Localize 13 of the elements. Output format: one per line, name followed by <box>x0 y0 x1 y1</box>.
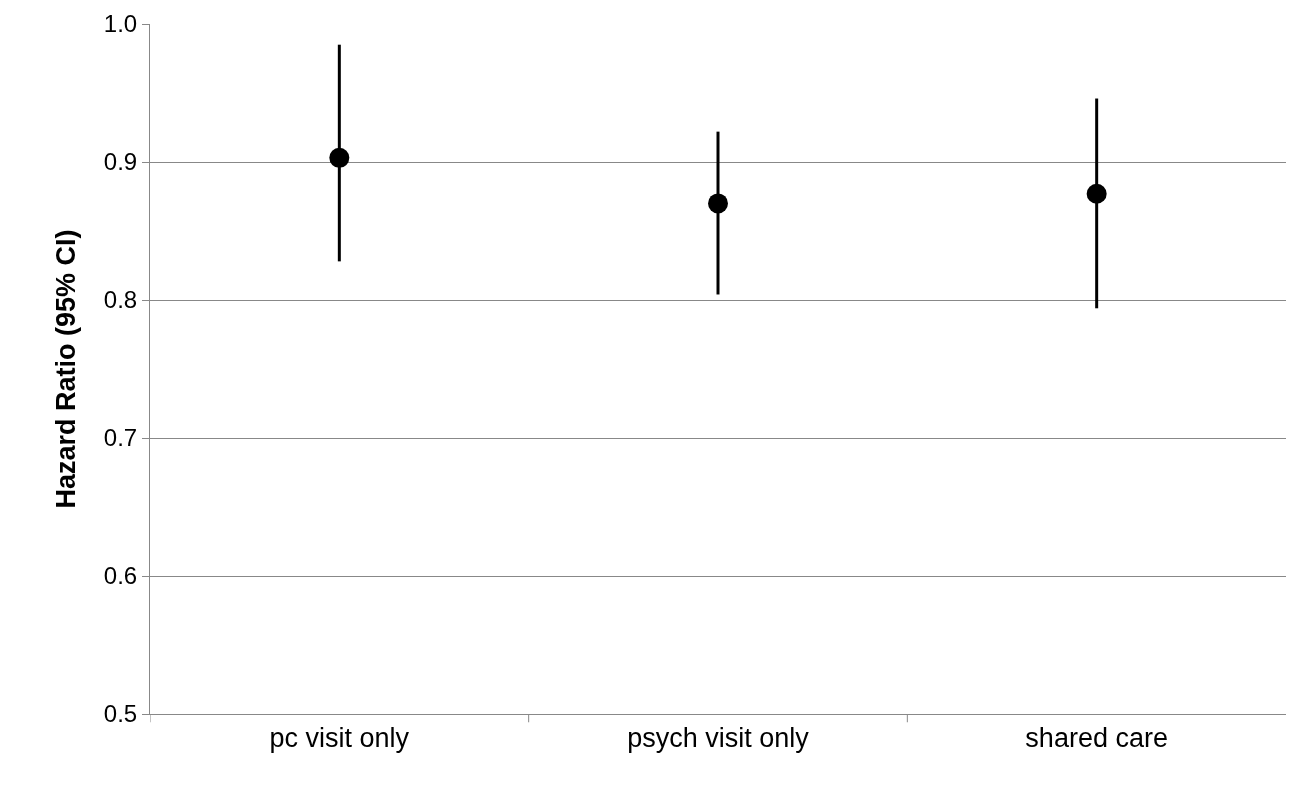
point <box>329 147 350 168</box>
y-tick-label: 0.6 <box>103 562 138 590</box>
y-tick-label: 0.9 <box>103 148 138 176</box>
y-tick-label: 0.8 <box>103 286 138 314</box>
y-tick-label: 0.5 <box>103 700 138 728</box>
x-tick-label: pc visit only <box>269 723 410 754</box>
point <box>708 193 728 214</box>
x-tick-label: psych visit only <box>627 723 810 754</box>
y-axis-title: Hazard Ratio (95% CI) <box>50 229 81 509</box>
x-tick-label: shared care <box>1025 723 1168 754</box>
point <box>1086 183 1107 204</box>
y-tick-label: 1.0 <box>103 10 138 38</box>
y-tick-label: 0.7 <box>103 424 138 452</box>
